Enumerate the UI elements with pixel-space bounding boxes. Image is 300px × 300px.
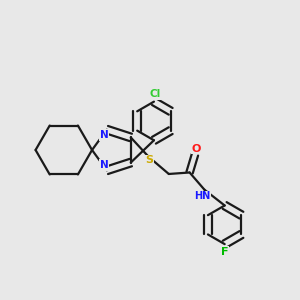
Text: O: O [192,144,201,154]
Text: N: N [100,160,109,170]
Text: S: S [146,155,154,165]
Text: F: F [221,247,228,257]
Text: N: N [100,130,109,140]
Text: HN: HN [194,191,210,201]
Text: Cl: Cl [150,89,161,99]
